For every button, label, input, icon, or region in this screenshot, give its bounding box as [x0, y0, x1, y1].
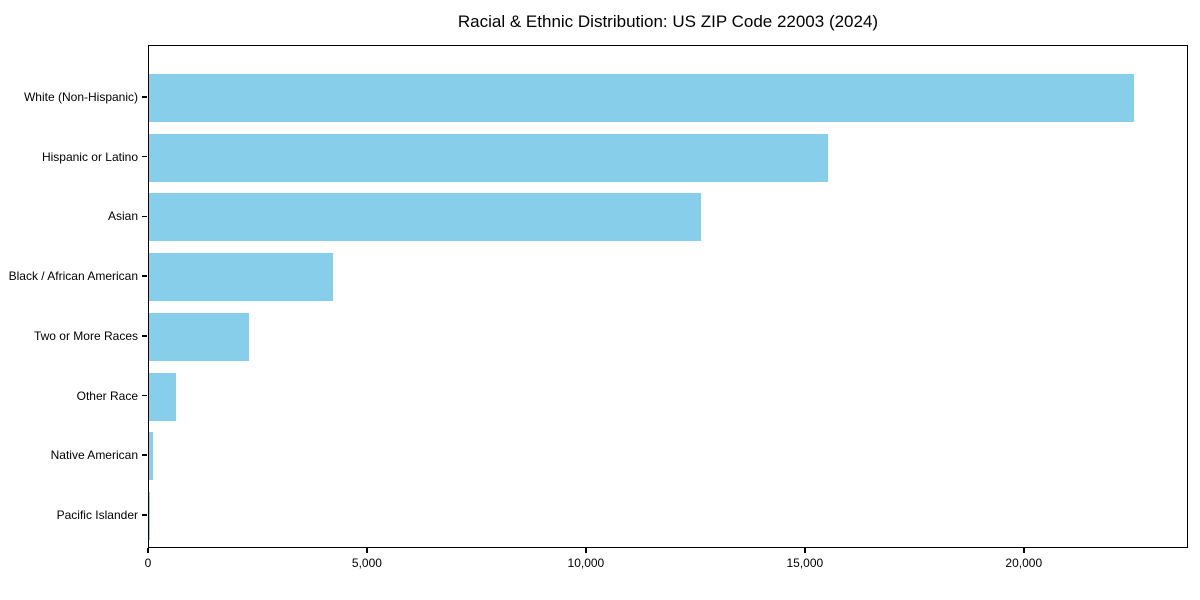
bar — [149, 491, 150, 540]
y-axis-label: Black / African American — [8, 269, 138, 284]
bar — [149, 74, 1135, 122]
y-axis-tick — [142, 96, 147, 98]
x-axis-tick — [585, 548, 587, 553]
plot-area — [148, 45, 1188, 548]
x-axis-tick — [147, 548, 149, 553]
y-axis-label: Two or More Races — [33, 328, 138, 343]
y-axis-tick — [142, 215, 147, 218]
y-axis-label: Asian — [107, 209, 138, 224]
chart-title: Racial & Ethnic Distribution: US ZIP Cod… — [457, 12, 879, 31]
bar — [149, 372, 176, 421]
y-axis-tick — [142, 454, 147, 456]
x-axis-tick-label: 15,000 — [786, 556, 824, 570]
y-axis-label: Hispanic or Latino — [41, 149, 138, 164]
y-axis-label: White (Non-Hispanic) — [23, 90, 138, 104]
y-axis-tick — [142, 514, 147, 516]
x-axis-tick-label: 5,000 — [351, 556, 382, 570]
y-axis-tick — [142, 155, 147, 158]
x-axis-tick — [1023, 548, 1025, 553]
bar — [149, 312, 249, 361]
y-axis-label: Other Race — [76, 388, 138, 403]
x-axis-tick-label: 10,000 — [567, 556, 605, 570]
bar — [149, 253, 333, 302]
bar — [149, 432, 154, 481]
x-axis-tick — [366, 548, 368, 553]
bar — [149, 133, 828, 182]
y-axis-tick — [142, 335, 147, 337]
x-axis-tick — [804, 548, 806, 553]
x-axis-tick-label: 0 — [144, 556, 152, 570]
y-axis-tick — [142, 394, 147, 397]
y-axis-label: Native American — [50, 448, 138, 463]
y-axis-label: Pacific Islander — [56, 507, 138, 522]
y-axis-tick — [142, 275, 147, 277]
bar — [149, 193, 701, 242]
x-axis-tick-label: 20,000 — [1005, 556, 1043, 570]
